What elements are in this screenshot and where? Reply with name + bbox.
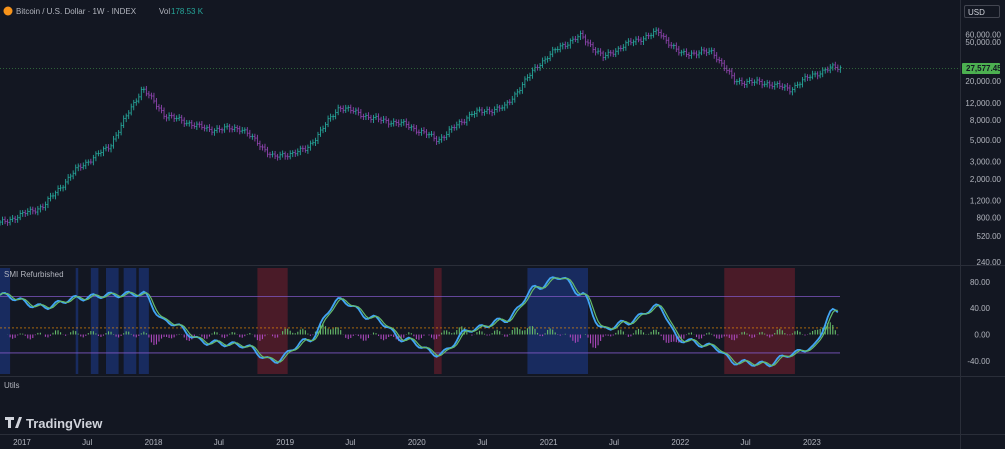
smi-line — [0, 276, 839, 368]
indicator-title[interactable]: SMI Refurbished — [4, 270, 64, 279]
time-tick-label: 2018 — [145, 438, 163, 447]
smi-signal-line — [0, 277, 838, 367]
price-tick-label: 1,200.00 — [970, 196, 1002, 205]
tradingview-logo[interactable]: TradingView — [5, 416, 103, 431]
overbought-zone — [123, 268, 137, 374]
price-pane[interactable] — [0, 27, 842, 226]
volume-label: Vol — [159, 7, 170, 16]
bitcoin-icon — [3, 6, 13, 16]
current-price-label: 27,577.45 — [966, 64, 1002, 73]
price-tick-label: 8,000.00 — [970, 116, 1002, 125]
overbought-zone — [75, 268, 79, 374]
indicator-pane[interactable] — [0, 268, 840, 374]
price-tick-label: 520.00 — [977, 232, 1002, 241]
price-tick-label: 800.00 — [977, 214, 1002, 223]
time-tick-label: Jul — [345, 438, 355, 447]
time-tick-label: Jul — [214, 438, 224, 447]
current-price-tag — [962, 63, 1000, 74]
price-tick-label: 3,000.00 — [970, 158, 1002, 167]
tradingview-logo-icon — [5, 417, 22, 428]
price-tick-label: 5,000.00 — [970, 136, 1002, 145]
indicator-tick-label: -40.00 — [967, 357, 990, 366]
time-tick-label: Jul — [609, 438, 619, 447]
indicator-tick-label: 0.00 — [974, 331, 990, 340]
time-tick-label: 2019 — [276, 438, 294, 447]
price-tick-label: 50,000.00 — [965, 38, 1001, 47]
price-tick-label: 20,000.00 — [965, 77, 1001, 86]
utils-pane-title[interactable]: Utils — [4, 381, 20, 390]
time-tick-label: Jul — [740, 438, 750, 447]
time-tick-label: 2020 — [408, 438, 426, 447]
price-tick-label: 2,000.00 — [970, 175, 1002, 184]
time-axis[interactable]: 2017 Jul 2018 Jul 2019 Jul 2020 Jul 2021 Jul 2022 J… — [13, 438, 821, 447]
overbought-zone — [105, 268, 119, 374]
indicator-tick-label: 80.00 — [970, 278, 991, 287]
indicator-axis[interactable]: 80.00 40.00 0.00 -40.00 — [967, 278, 990, 366]
symbol-title[interactable]: Bitcoin / U.S. Dollar · 1W · INDEX — [16, 7, 137, 16]
time-tick-label: 2022 — [671, 438, 689, 447]
time-tick-label: 2023 — [803, 438, 821, 447]
oversold-zone — [724, 268, 795, 374]
currency-button[interactable]: USD — [964, 5, 1000, 18]
time-tick-label: Jul — [477, 438, 487, 447]
indicator-tick-label: 40.00 — [970, 304, 991, 313]
price-tick-label: 12,000.00 — [965, 99, 1001, 108]
overbought-zone — [90, 268, 99, 374]
price-tick-label: 60,000.00 — [965, 30, 1001, 39]
time-tick-label: Jul — [82, 438, 92, 447]
overbought-zone — [0, 268, 11, 374]
price-tick-label: 240.00 — [977, 258, 1002, 267]
time-tick-label: 2017 — [13, 438, 31, 447]
tradingview-logo-text: TradingView — [26, 416, 103, 431]
overbought-zone — [138, 268, 149, 374]
volume-value: 178.53 K — [171, 7, 204, 16]
overbought-zone — [527, 268, 588, 374]
oversold-zone — [434, 268, 442, 374]
time-tick-label: 2021 — [540, 438, 558, 447]
